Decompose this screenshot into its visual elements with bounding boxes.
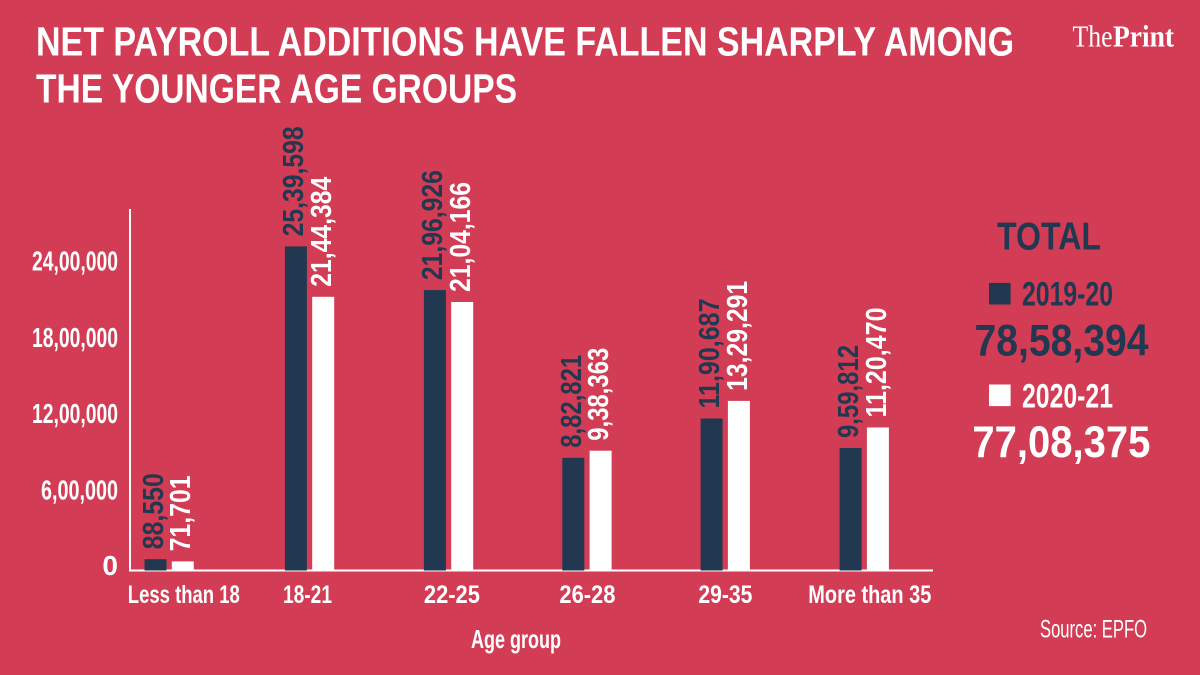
svg-text:THE YOUNGER AGE GROUPS: THE YOUNGER AGE GROUPS: [36, 66, 517, 112]
svg-text:Age group: Age group: [471, 624, 561, 654]
svg-text:25,39,598: 25,39,598: [278, 126, 310, 236]
svg-text:0: 0: [102, 550, 118, 581]
svg-text:8,82,821: 8,82,821: [556, 355, 588, 448]
svg-text:Source: EPFO: Source: EPFO: [1040, 616, 1147, 644]
svg-text:2019-20: 2019-20: [1022, 276, 1113, 314]
svg-text:Less than 18: Less than 18: [128, 581, 240, 609]
svg-text:88,550: 88,550: [138, 473, 170, 549]
svg-text:21,44,384: 21,44,384: [306, 177, 338, 287]
svg-text:22-25: 22-25: [424, 581, 480, 609]
svg-text:NET PAYROLL ADDITIONS HAVE FAL: NET PAYROLL ADDITIONS HAVE FALLEN SHARPL…: [36, 19, 1014, 65]
svg-text:9,59,812: 9,59,812: [833, 345, 865, 438]
svg-text:24,00,000: 24,00,000: [32, 246, 118, 277]
svg-text:11,20,470: 11,20,470: [861, 308, 893, 418]
svg-text:26-28: 26-28: [559, 581, 615, 609]
svg-text:The: The: [1073, 19, 1113, 54]
svg-text:21,04,166: 21,04,166: [445, 182, 477, 292]
svg-text:77,08,375: 77,08,375: [972, 418, 1150, 467]
svg-text:TOTAL: TOTAL: [997, 216, 1101, 259]
svg-text:29-35: 29-35: [698, 581, 752, 609]
svg-text:11,90,687: 11,90,687: [694, 299, 726, 409]
svg-text:9,38,363: 9,38,363: [583, 348, 615, 441]
svg-text:78,58,394: 78,58,394: [975, 316, 1149, 365]
svg-text:18-21: 18-21: [283, 581, 332, 609]
svg-text:6,00,000: 6,00,000: [41, 474, 118, 505]
svg-text:Print: Print: [1113, 19, 1175, 54]
svg-text:21,96,926: 21,96,926: [417, 170, 449, 280]
svg-text:12,00,000: 12,00,000: [32, 398, 118, 429]
svg-text:2020-21: 2020-21: [1022, 377, 1113, 415]
svg-text:More than 35: More than 35: [808, 581, 931, 609]
svg-text:18,00,000: 18,00,000: [32, 322, 118, 353]
svg-text:71,701: 71,701: [165, 475, 197, 551]
svg-text:13,29,291: 13,29,291: [722, 281, 754, 391]
